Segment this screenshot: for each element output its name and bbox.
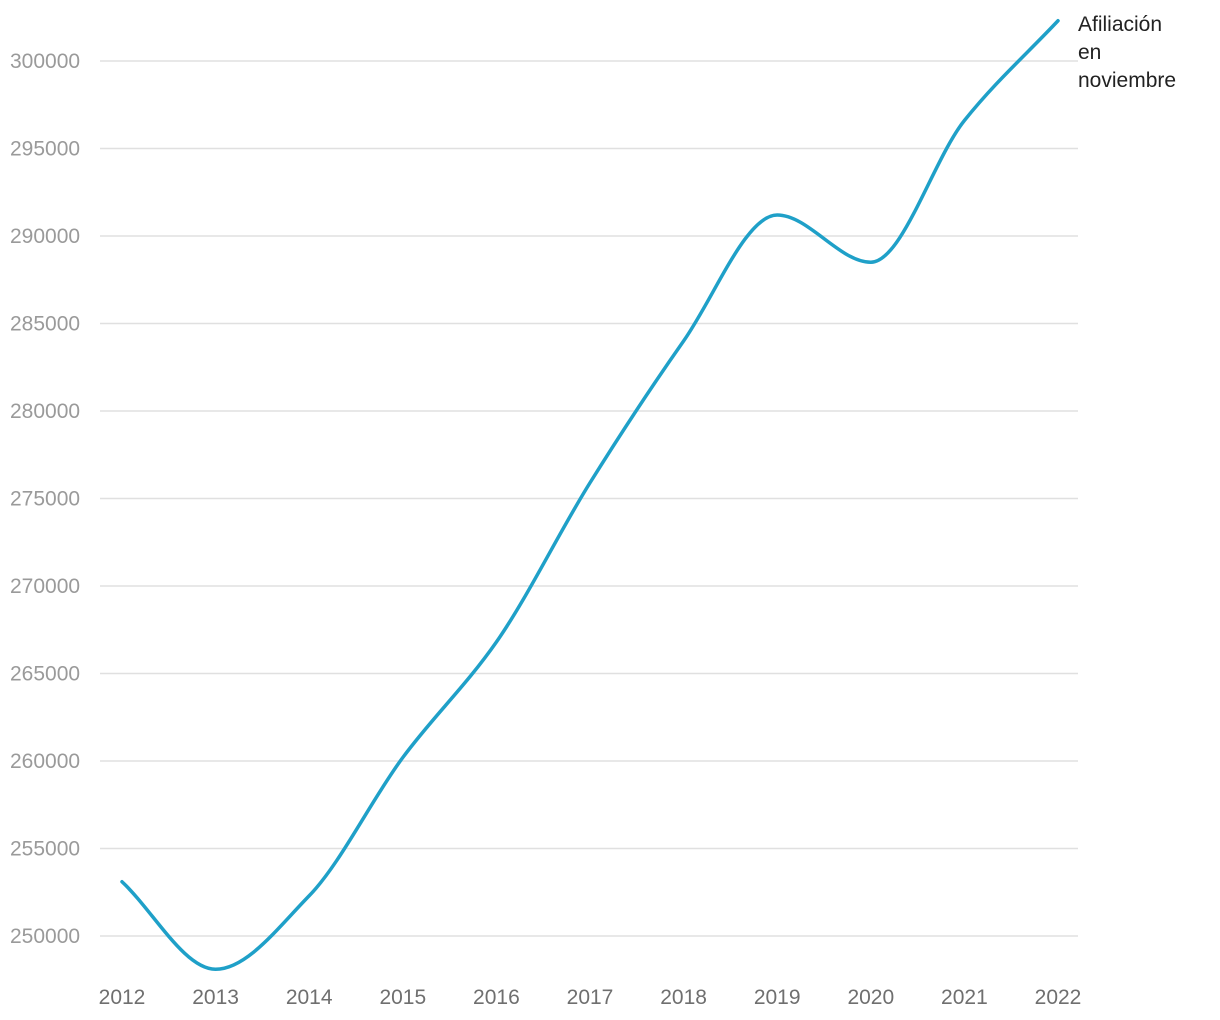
y-tick-label: 255000: [10, 838, 80, 861]
series-line: [120, 19, 1060, 971]
series-label-line: en: [1078, 41, 1101, 64]
x-tick-label: 2019: [754, 986, 801, 1009]
x-tick-label: 2016: [473, 986, 520, 1009]
y-tick-label: 260000: [10, 750, 80, 773]
series-labels: Afiliación en noviembre: [1078, 13, 1176, 92]
x-tick-label: 2012: [99, 986, 146, 1009]
y-tick-label: 275000: [10, 488, 80, 511]
x-tick-label: 2021: [941, 986, 988, 1009]
x-tick-label: 2015: [379, 986, 426, 1009]
y-tick-label: 295000: [10, 138, 80, 161]
x-tick-label: 2014: [286, 986, 333, 1009]
y-tick-label: 300000: [10, 50, 80, 73]
series-label: Afiliación en noviembre: [1078, 13, 1176, 92]
x-tick-label: 2017: [567, 986, 614, 1009]
y-tick-label: 280000: [10, 400, 80, 423]
x-axis-tick-labels: 2012 2013 2014 2015 2016 2017 2018 2019 2020 2021…: [99, 986, 1082, 1009]
x-tick-label: 2013: [192, 986, 239, 1009]
y-tick-label: 250000: [10, 925, 80, 948]
y-tick-label: 265000: [10, 663, 80, 686]
y-tick-label: 290000: [10, 225, 80, 248]
y-gridlines: [100, 60, 1078, 937]
y-tick-label: 270000: [10, 575, 80, 598]
x-tick-label: 2020: [847, 986, 894, 1009]
series-label-line: Afiliación: [1078, 13, 1162, 36]
y-tick-label: 285000: [10, 313, 80, 336]
series-lines: [120, 19, 1060, 971]
series-label-line: noviembre: [1078, 69, 1176, 92]
x-tick-label: 2018: [660, 986, 707, 1009]
x-tick-label: 2022: [1035, 986, 1082, 1009]
y-axis-tick-labels: 250000 255000 260000 265000 270000 275000 2800…: [10, 50, 80, 948]
